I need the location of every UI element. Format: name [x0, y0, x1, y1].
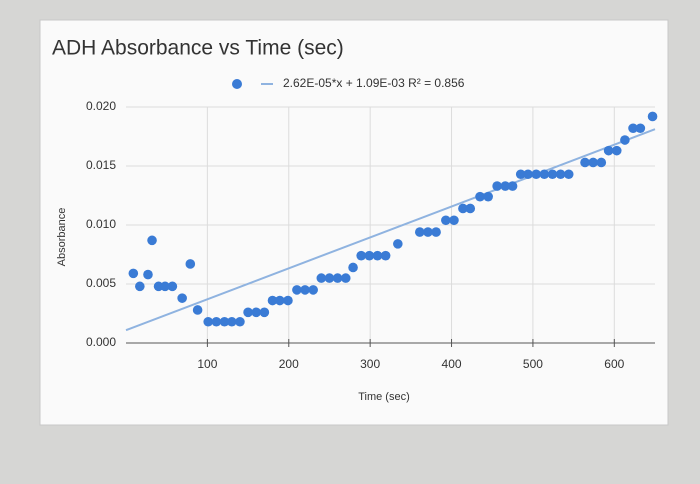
- point: [192, 305, 203, 315]
- point: [507, 181, 518, 191]
- point: [348, 262, 358, 273]
- point: [380, 250, 391, 261]
- point: [332, 273, 343, 283]
- legend-marker: [232, 79, 242, 89]
- x-tick-label: 100: [197, 357, 217, 371]
- x-tick-label: 400: [442, 357, 462, 371]
- x-tick-label: 300: [360, 357, 380, 371]
- point: [596, 157, 607, 168]
- point: [300, 285, 310, 295]
- point: [635, 123, 646, 134]
- point: [531, 169, 541, 180]
- trendline: [125, 128, 656, 332]
- point: [356, 250, 367, 261]
- point: [500, 181, 511, 191]
- point: [235, 316, 245, 327]
- y-tick-label: 0.000: [86, 335, 116, 349]
- point: [611, 145, 622, 156]
- point: [580, 157, 590, 168]
- point: [203, 316, 213, 327]
- y-axis-label: Absorbance: [56, 208, 68, 267]
- point: [259, 307, 270, 318]
- point: [393, 239, 403, 249]
- point: [547, 169, 558, 180]
- point: [465, 203, 476, 214]
- point: [143, 269, 153, 280]
- chart-title: ADH Absorbance vs Time (sec): [52, 37, 344, 60]
- point: [441, 215, 451, 226]
- point: [483, 191, 493, 202]
- point: [458, 203, 468, 214]
- point: [563, 169, 574, 180]
- point: [515, 169, 526, 180]
- y-tick-label: 0.010: [86, 217, 116, 231]
- point: [275, 295, 285, 306]
- point: [243, 307, 253, 318]
- point: [414, 227, 425, 237]
- point: [135, 281, 145, 292]
- y-tick-label: 0.005: [86, 276, 116, 290]
- point: [449, 215, 459, 226]
- legend-label: 2.62E-05*x + 1.09E-03 R² = 0.856: [283, 76, 465, 90]
- point: [177, 293, 187, 303]
- point: [324, 273, 335, 283]
- point: [647, 111, 658, 122]
- point: [423, 227, 433, 237]
- point: [555, 169, 566, 180]
- x-tick-label: 600: [604, 357, 624, 371]
- point: [267, 295, 278, 306]
- point: [475, 191, 485, 202]
- point: [364, 250, 375, 261]
- point: [128, 268, 139, 279]
- point: [620, 135, 630, 145]
- point: [539, 169, 550, 180]
- point: [628, 123, 638, 134]
- point: [372, 250, 383, 261]
- point: [603, 145, 614, 156]
- point: [316, 273, 327, 283]
- point: [219, 316, 230, 327]
- x-axis-label: Time (sec): [358, 391, 410, 403]
- point: [292, 285, 302, 295]
- x-tick-label: 200: [279, 357, 299, 371]
- point: [167, 281, 178, 292]
- x-tick-label: 500: [523, 357, 543, 371]
- chart-card: [39, 19, 669, 426]
- point: [340, 273, 351, 283]
- point: [211, 316, 222, 327]
- point: [160, 281, 170, 292]
- point: [185, 259, 196, 269]
- y-tick-label: 0.020: [86, 99, 116, 113]
- point: [431, 227, 441, 237]
- point: [251, 307, 262, 318]
- point: [308, 285, 318, 295]
- point: [227, 316, 237, 327]
- point: [492, 181, 502, 191]
- point: [523, 169, 533, 180]
- point: [588, 157, 598, 168]
- point: [147, 235, 157, 246]
- y-tick-label: 0.015: [86, 158, 116, 172]
- point: [283, 295, 293, 306]
